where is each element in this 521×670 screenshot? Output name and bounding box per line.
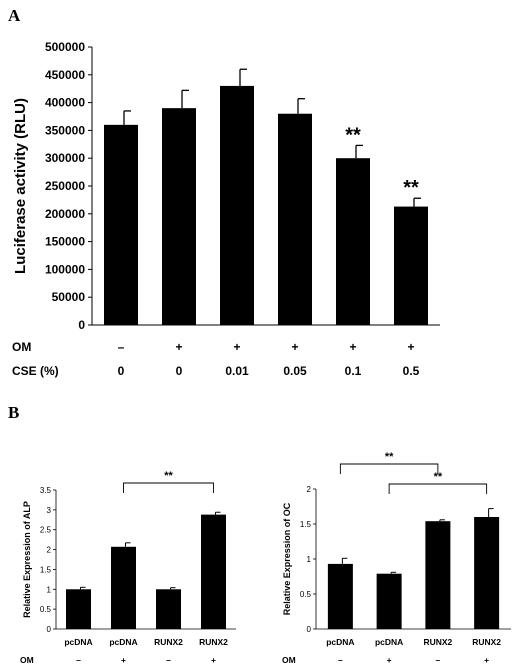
om-value: –: [76, 655, 81, 665]
y-tick-label: 3: [47, 506, 52, 515]
om-value: –: [338, 655, 343, 665]
condition-row-label: OM: [12, 340, 31, 354]
y-axis-label: Relative Expression of OC: [282, 502, 292, 615]
significance-label: **: [345, 124, 361, 146]
y-tick-label: 300000: [45, 151, 85, 165]
bar: [162, 108, 196, 325]
om-value: –: [166, 655, 171, 665]
bar: [394, 206, 428, 325]
bar: [376, 573, 402, 629]
om-value: –: [436, 655, 441, 665]
significance-label: **: [434, 471, 443, 483]
significance-label: **: [164, 470, 173, 482]
significance-bracket: [388, 483, 488, 494]
condition-value: +: [291, 340, 298, 354]
condition-value: 0.5: [403, 364, 420, 378]
y-tick-label: 100000: [45, 262, 85, 276]
om-label: OM: [20, 655, 34, 665]
y-tick-label: 0: [307, 625, 312, 634]
y-tick-label: 2: [47, 546, 52, 555]
bar: [66, 589, 91, 629]
y-tick-label: 0.5: [40, 605, 52, 614]
y-tick-label: 0: [47, 625, 52, 634]
y-axis-label: Relative Expression of ALP: [22, 501, 32, 618]
y-tick-label: 1.5: [300, 520, 312, 529]
chart-a-luciferase: 0 50000 100000 150000 200000 250000 300000 3500…: [12, 40, 440, 378]
y-tick-label: 1: [47, 585, 52, 594]
bar: [111, 546, 136, 629]
bar: [156, 589, 181, 629]
condition-value: 0.01: [225, 364, 249, 378]
panel-letter-b: B: [8, 403, 19, 422]
condition-value: 0: [118, 364, 125, 378]
panel-letter-a: A: [8, 6, 21, 25]
condition-value: +: [175, 340, 182, 354]
condition-value: –: [118, 340, 125, 354]
bar: [278, 113, 312, 325]
category-label: RUNX2: [472, 637, 501, 647]
category-label: pcDNA: [375, 637, 403, 647]
y-tick-label: 500000: [45, 40, 85, 54]
category-label: pcDNA: [326, 637, 354, 647]
y-tick-label: 1.5: [40, 565, 52, 574]
y-tick-label: 200000: [45, 207, 85, 221]
bar: [201, 514, 226, 629]
category-label: RUNX2: [199, 637, 228, 647]
y-tick-label: 250000: [45, 179, 85, 193]
chart-b-oc: 0 0.5 1 1.5 2 Relative Expression of OC pcDNA –…: [282, 451, 511, 665]
y-tick-label: 0: [78, 318, 85, 332]
bar: [220, 85, 254, 325]
om-label: OM: [282, 655, 296, 665]
condition-value: 0.1: [345, 364, 362, 378]
om-value: +: [211, 655, 216, 665]
bar: [336, 158, 370, 325]
y-tick-label: 2.5: [40, 526, 52, 535]
bar: [327, 563, 353, 629]
condition-value: 0: [176, 364, 183, 378]
y-axis-label: Luciferase activity (RLU): [12, 98, 29, 274]
condition-row-label: CSE (%): [12, 364, 59, 378]
condition-value: +: [349, 340, 356, 354]
significance-bracket: [123, 482, 214, 493]
condition-value: +: [233, 340, 240, 354]
y-tick-label: 2: [307, 485, 312, 494]
category-label: pcDNA: [64, 637, 92, 647]
om-value: +: [387, 655, 392, 665]
category-label: pcDNA: [109, 637, 137, 647]
bar: [474, 517, 500, 629]
y-tick-label: 0.5: [300, 590, 312, 599]
significance-label: **: [385, 451, 394, 463]
chart-b-alp: 0 0.5 1 1.5 2 2.5 3 3.5 Relative Expression of A…: [20, 470, 236, 665]
y-tick-label: 3.5: [40, 486, 52, 495]
bar: [104, 124, 138, 325]
significance-bracket: [339, 463, 439, 474]
y-tick-label: 150000: [45, 235, 85, 249]
category-label: RUNX2: [423, 637, 452, 647]
y-tick-label: 350000: [45, 123, 85, 137]
om-value: +: [484, 655, 489, 665]
significance-label: **: [403, 177, 419, 199]
condition-value: +: [407, 340, 414, 354]
bar: [425, 521, 451, 629]
om-value: +: [121, 655, 126, 665]
y-tick-label: 400000: [45, 96, 85, 110]
y-tick-label: 1: [307, 555, 312, 564]
y-tick-label: 50000: [52, 290, 86, 304]
category-label: RUNX2: [154, 637, 183, 647]
y-tick-label: 450000: [45, 68, 85, 82]
condition-value: 0.05: [283, 364, 307, 378]
